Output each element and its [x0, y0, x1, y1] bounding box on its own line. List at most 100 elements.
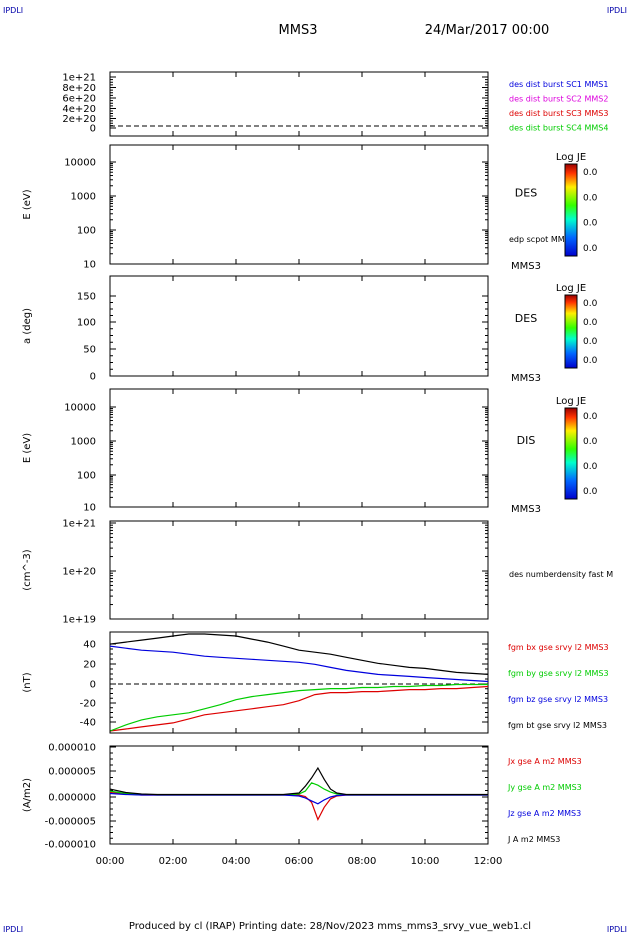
colorbar-tick-label: 0.0	[583, 193, 598, 203]
legend-entry: des dist burst SC1 MMS1	[509, 80, 608, 89]
colorbar-tick-label: 0.0	[583, 168, 598, 178]
spacecraft-label: MMS3	[511, 373, 541, 384]
series-legend-label: fgm by gse srvy l2 MMS3	[508, 669, 609, 678]
colorbar-tick-label: 0.0	[583, 244, 598, 254]
colorbar-tick-label: 0.0	[583, 437, 598, 447]
series-legend-label: Jz gse A m2 MMS3	[507, 809, 581, 818]
series-line	[109, 633, 489, 675]
y-tick-label: 1e+19	[62, 615, 96, 626]
y-tick-label: 10000	[64, 403, 96, 414]
colorbar-title: Log JE	[556, 152, 586, 163]
y-tick-label: 20	[83, 660, 96, 671]
y-tick-label: 150	[77, 292, 96, 303]
panel-frame	[109, 144, 489, 265]
y-tick-label: 0.000000	[48, 793, 96, 804]
y-tick-label: 0	[90, 124, 96, 135]
series-legend-label: fgm bt gse srvy l2 MMS3	[508, 721, 607, 730]
series-line	[109, 766, 488, 796]
colorbar-tick-label: 0.0	[583, 462, 598, 472]
y-tick-label: 1000	[71, 437, 96, 448]
x-tick-label: 12:00	[474, 856, 503, 867]
legend-entry: des dist burst SC4 MMS4	[509, 124, 608, 133]
y-tick-label: 100	[77, 471, 96, 482]
series-legend-label: J A m2 MMS3	[507, 835, 560, 844]
series-legend-label: Jx gse A m2 MMS3	[507, 757, 582, 766]
y-tick-label: 0.000005	[48, 767, 96, 778]
y-tick-label: -0.000005	[45, 817, 96, 828]
y-tick-label: -40	[80, 718, 96, 729]
x-tick-label: 10:00	[411, 856, 440, 867]
colorbar-title: Log JE	[556, 283, 586, 294]
date-title: 24/Mar/2017 00:00	[425, 23, 550, 38]
instrument-label: DES	[515, 187, 537, 200]
y-tick-label: 40	[83, 640, 96, 651]
series-line	[109, 683, 488, 732]
y-axis-label: E (eV)	[22, 189, 33, 219]
y-tick-label: -20	[80, 699, 96, 710]
colorbar-tick-label: 0.0	[583, 487, 598, 497]
corner-label-bottom-right: IPDLI	[607, 925, 627, 934]
colorbar-title: Log JE	[556, 396, 586, 407]
time-axis: 00:00 02:00 04:00 06:00 08:00 10:00 12:00	[96, 72, 503, 867]
y-tick-label: 10000	[64, 158, 96, 169]
colorbar	[564, 163, 578, 257]
colorbar-tick-label: 0.0	[583, 299, 598, 309]
panel-frame	[109, 388, 489, 508]
y-tick-label: 8e+20	[62, 83, 96, 94]
legend-entry: des dist burst SC3 MMS3	[509, 109, 608, 118]
corner-label-top-left: IPDLI	[3, 6, 23, 15]
y-axis-label: E (eV)	[22, 433, 33, 463]
colorbar	[564, 294, 578, 369]
corner-label-bottom-left: IPDLI	[3, 925, 23, 934]
y-tick-label: 1e+20	[62, 567, 96, 578]
instrument-label: DES	[515, 312, 537, 325]
colorbar-tick-label: 0.0	[583, 412, 598, 422]
spacecraft-label: MMS3	[511, 261, 541, 272]
colorbar-tick-label: 0.0	[583, 318, 598, 328]
panel-frame	[109, 275, 489, 377]
panel-frame	[109, 520, 489, 620]
y-tick-label: 6e+20	[62, 94, 96, 105]
series-legend-label: fgm bz gse srvy l2 MMS3	[508, 695, 608, 704]
y-tick-label: 0	[90, 372, 96, 383]
y-tick-label: 0	[90, 680, 96, 691]
y-tick-label: 50	[83, 345, 96, 356]
y-tick-label: 1e+21	[62, 73, 96, 84]
footer-text: Produced by cl (IRAP) Printing date: 28/…	[129, 921, 531, 932]
x-tick-label: 08:00	[348, 856, 377, 867]
y-tick-label: 1000	[71, 192, 96, 203]
overlay-label: edp scpot MMS3	[509, 235, 575, 244]
colorbar-tick-label: 0.0	[583, 356, 598, 366]
colorbar	[564, 407, 578, 500]
y-tick-label: 100	[77, 226, 96, 237]
spacecraft-title: MMS3	[279, 23, 318, 38]
corner-label-top-right: IPDLI	[607, 6, 627, 15]
y-tick-label: 10	[83, 503, 96, 514]
colorbar-tick-label: 0.0	[583, 219, 598, 229]
spacecraft-label: MMS3	[511, 504, 541, 515]
y-tick-label: 100	[77, 318, 96, 329]
x-tick-label: 06:00	[285, 856, 314, 867]
x-tick-label: 02:00	[159, 856, 188, 867]
panel-frame	[109, 631, 489, 734]
y-tick-label: 10	[83, 260, 96, 271]
y-tick-label: 0.000010	[48, 743, 96, 754]
y-axis-label: (nT)	[22, 672, 33, 692]
y-tick-label: -0.000010	[45, 840, 96, 851]
series-legend-label: Jy gse A m2 MMS3	[507, 783, 582, 792]
y-axis-label: (A/m2)	[22, 778, 33, 812]
series-line	[109, 685, 489, 732]
y-axis-label: (cm^-3)	[22, 549, 33, 590]
y-tick-label: 2e+20	[62, 114, 96, 125]
legend-entry: des numberdensity fast M	[509, 570, 613, 579]
colorbar-tick-label: 0.0	[583, 337, 598, 347]
x-tick-label: 04:00	[222, 856, 251, 867]
y-tick-label: 1e+21	[62, 519, 96, 530]
x-tick-label: 00:00	[96, 856, 125, 867]
instrument-label: DIS	[517, 434, 536, 447]
series-line	[109, 645, 489, 683]
legend-entry: des dist burst SC2 MMS2	[509, 95, 608, 104]
y-tick-label: 4e+20	[62, 104, 96, 115]
